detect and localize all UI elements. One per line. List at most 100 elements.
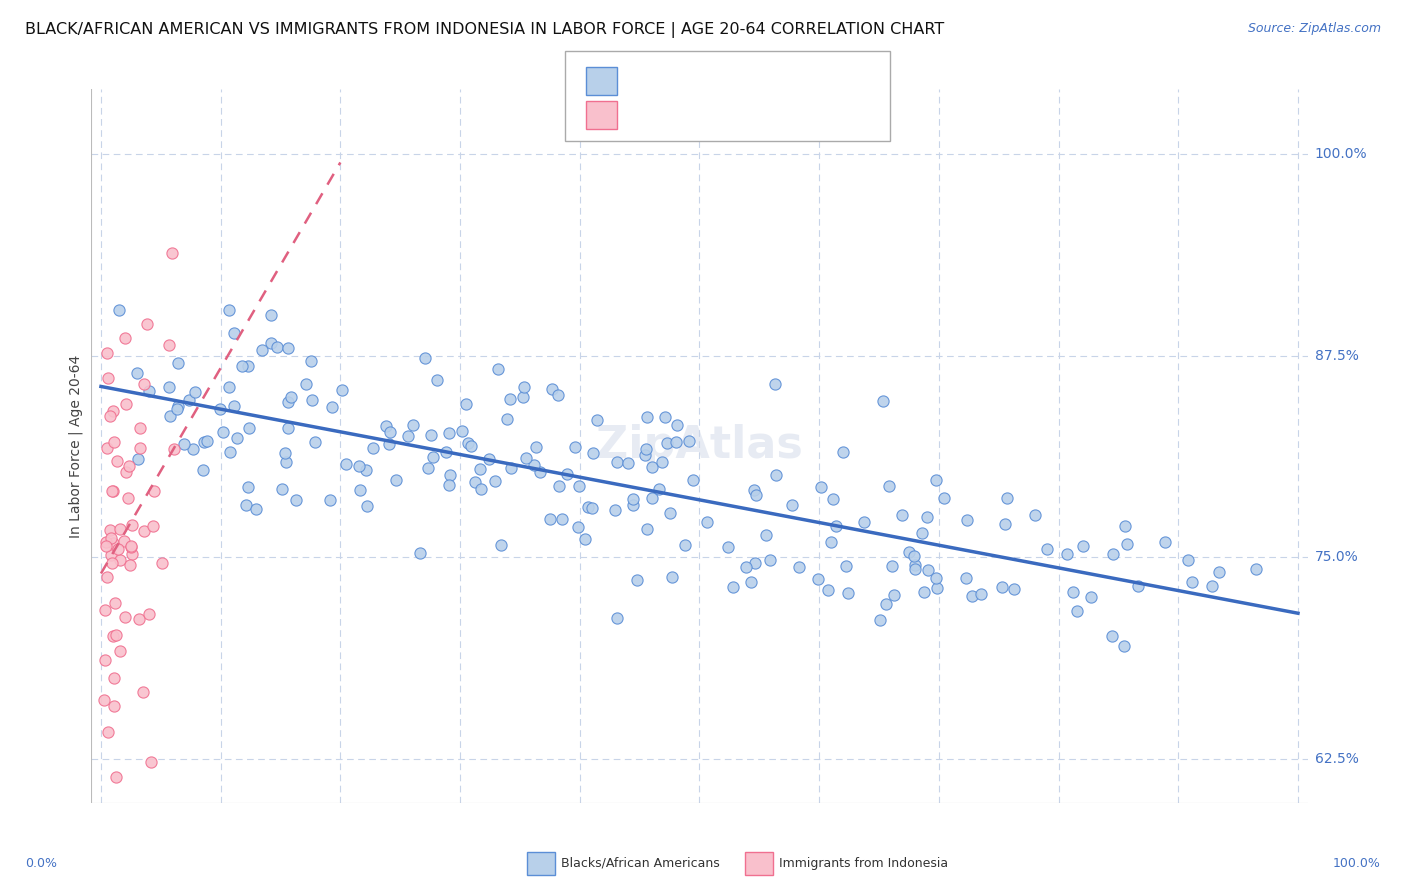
Point: [401, 418, 423, 433]
Point: [524, 440, 547, 454]
Point: [132, 685, 155, 699]
Text: R =: R =: [631, 72, 668, 90]
Point: [94, 653, 117, 667]
Point: [285, 492, 308, 507]
Text: 58: 58: [758, 106, 779, 124]
Point: [568, 479, 591, 493]
Point: [666, 417, 689, 432]
Point: [744, 556, 766, 570]
Point: [110, 522, 132, 536]
Point: [163, 442, 186, 456]
Point: [380, 425, 402, 439]
Point: [744, 488, 766, 502]
Text: Blacks/African Americans: Blacks/African Americans: [561, 857, 720, 870]
Point: [621, 492, 644, 507]
Point: [235, 499, 257, 513]
Point: [225, 431, 247, 445]
Point: [238, 421, 260, 435]
Point: [209, 401, 232, 416]
Point: [181, 442, 204, 457]
Point: [912, 585, 935, 599]
Point: [823, 491, 845, 506]
Point: [880, 558, 903, 573]
Point: [550, 512, 572, 526]
Point: [356, 499, 378, 513]
Point: [114, 331, 136, 345]
Point: [374, 418, 396, 433]
Point: [464, 475, 486, 490]
Point: [301, 392, 323, 407]
Point: [1114, 519, 1136, 533]
Point: [470, 462, 492, 476]
Point: [218, 303, 240, 318]
Point: [1024, 508, 1046, 522]
Point: [193, 434, 215, 449]
Point: [349, 483, 371, 497]
Point: [101, 404, 124, 418]
Point: [460, 440, 482, 454]
Point: [195, 434, 218, 449]
Point: [103, 698, 125, 713]
Point: [103, 434, 125, 449]
Point: [330, 383, 353, 397]
Point: [1181, 575, 1204, 590]
Point: [759, 553, 782, 567]
Point: [1102, 547, 1125, 561]
Point: [499, 461, 522, 475]
Point: [121, 547, 143, 561]
Point: [547, 388, 569, 402]
Point: [266, 340, 288, 354]
Point: [120, 539, 142, 553]
Point: [603, 503, 626, 517]
Point: [457, 435, 479, 450]
Point: [117, 491, 139, 505]
Point: [385, 474, 408, 488]
Point: [142, 519, 165, 533]
Point: [548, 479, 571, 493]
Point: [1154, 534, 1177, 549]
Point: [655, 435, 678, 450]
Point: [231, 359, 253, 373]
Point: [125, 366, 148, 380]
Point: [415, 351, 437, 366]
Point: [110, 644, 132, 658]
Point: [108, 302, 131, 317]
Point: [277, 395, 299, 409]
Point: [883, 588, 905, 602]
Point: [875, 597, 897, 611]
Point: [260, 308, 283, 322]
Point: [437, 426, 460, 441]
Point: [529, 465, 551, 479]
Point: [184, 385, 207, 400]
Point: [238, 359, 260, 374]
Point: [484, 475, 506, 489]
Point: [564, 440, 586, 454]
Point: [173, 436, 195, 450]
Point: [166, 357, 188, 371]
Point: [218, 380, 240, 394]
Point: [120, 558, 142, 572]
Point: [658, 506, 681, 520]
Text: ZipAtlas: ZipAtlas: [596, 425, 803, 467]
Point: [409, 546, 432, 560]
Point: [835, 559, 858, 574]
Point: [780, 498, 803, 512]
Point: [1114, 639, 1136, 653]
Point: [142, 484, 165, 499]
Point: [127, 451, 149, 466]
Point: [94, 539, 117, 553]
Point: [486, 362, 509, 376]
Point: [567, 520, 589, 534]
Point: [831, 445, 853, 459]
Point: [416, 461, 439, 475]
Point: [159, 409, 181, 423]
Point: [1002, 582, 1025, 597]
Point: [1101, 629, 1123, 643]
Point: [869, 613, 891, 627]
Point: [765, 468, 787, 483]
Point: [138, 384, 160, 398]
Point: [634, 448, 657, 462]
Point: [523, 458, 546, 473]
Text: R =: R =: [631, 106, 668, 124]
Point: [107, 541, 129, 556]
